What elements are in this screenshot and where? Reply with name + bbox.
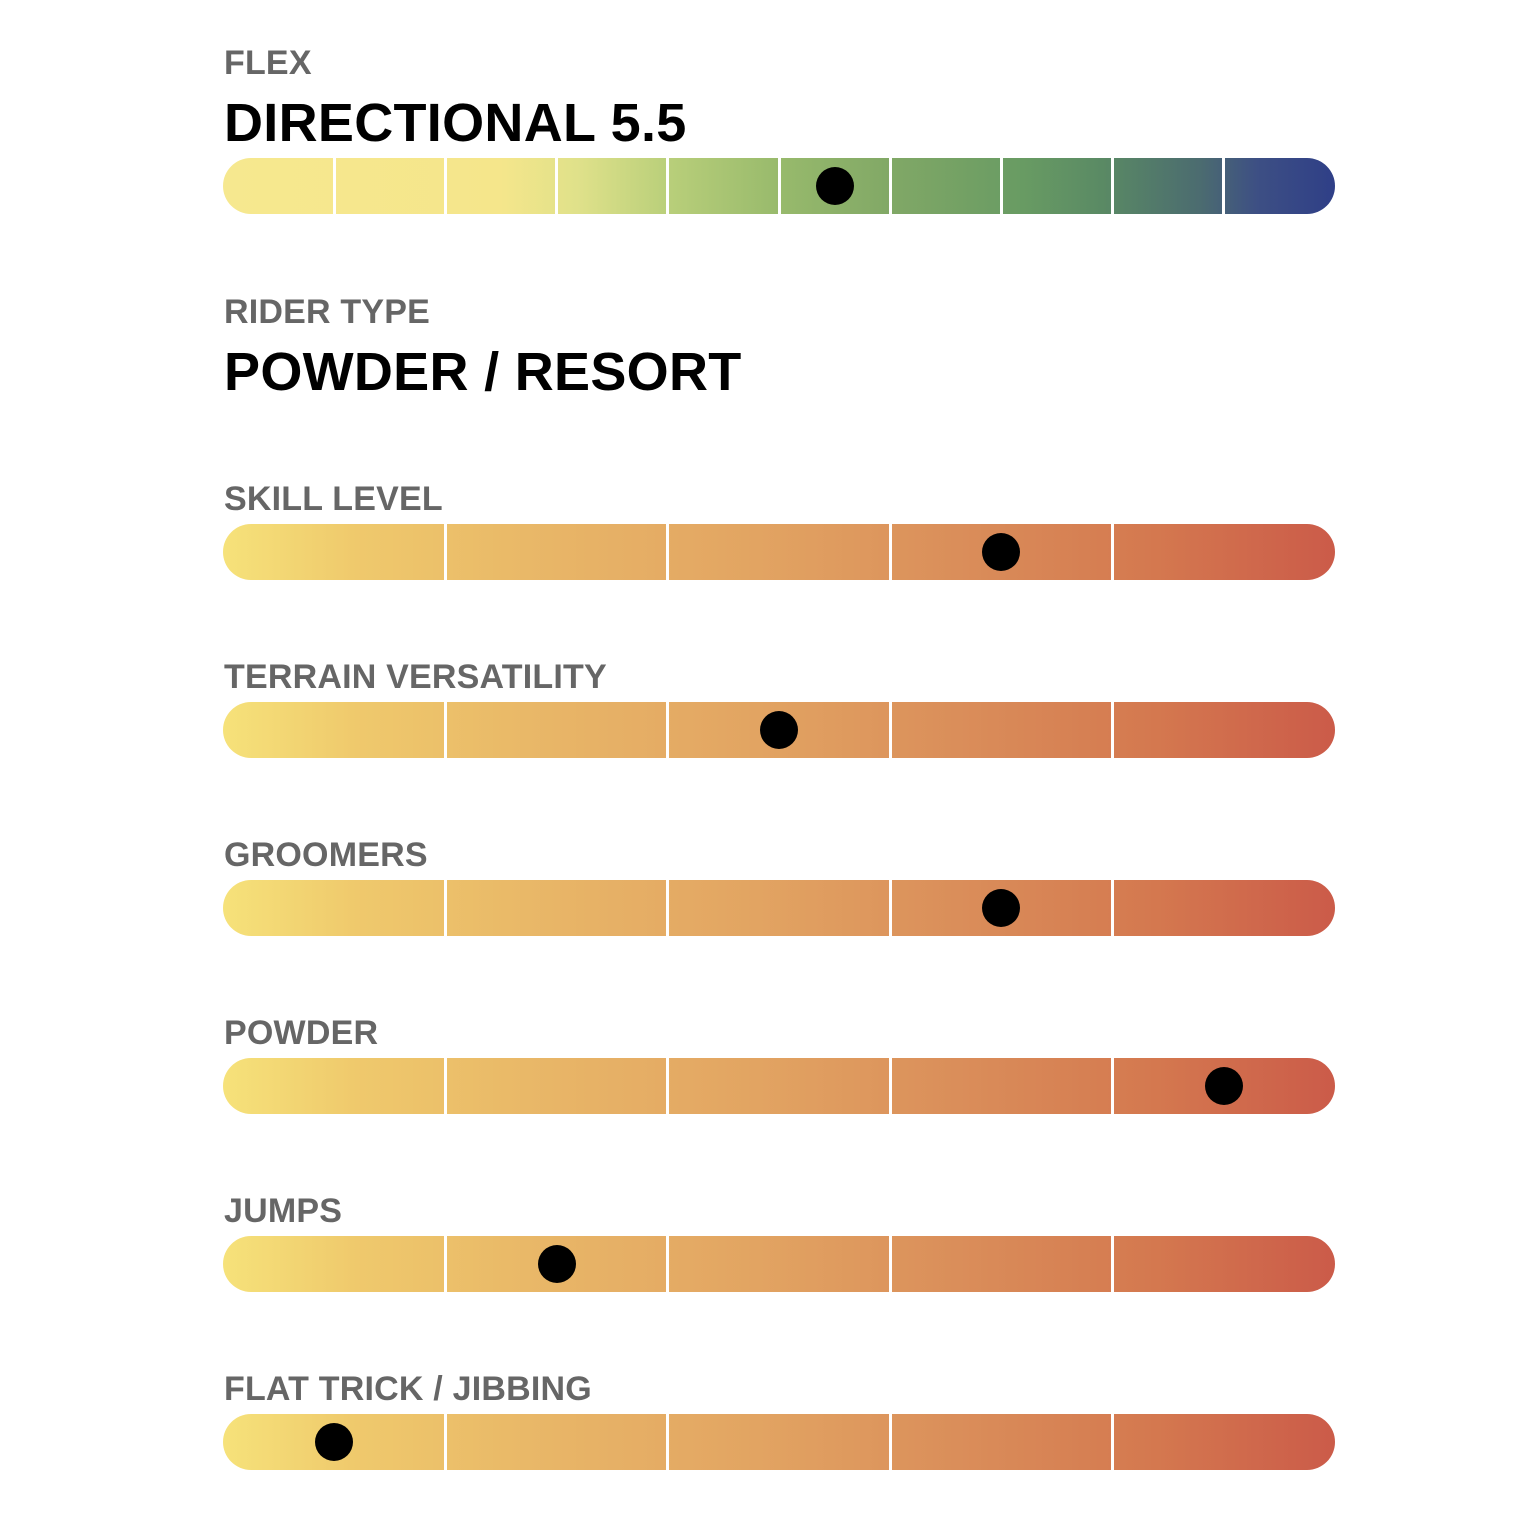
segment-divider (666, 1414, 670, 1470)
skill-level-label: SKILL LEVEL (224, 480, 443, 518)
powder-label: POWDER (224, 1014, 379, 1052)
segment-divider (999, 158, 1003, 214)
segment-divider (1111, 524, 1115, 580)
segment-divider (1111, 1414, 1115, 1470)
segment-divider (666, 880, 670, 936)
segment-divider (1111, 158, 1115, 214)
segment-divider (332, 158, 336, 214)
segment-divider (443, 158, 447, 214)
segment-divider (443, 1236, 447, 1292)
segment-divider (888, 1414, 892, 1470)
skill-level-rating-bar (223, 524, 1335, 580)
flex-label: FLEX (224, 44, 312, 82)
segment-divider (443, 702, 447, 758)
jumps-label: JUMPS (224, 1192, 343, 1230)
segment-divider (1111, 702, 1115, 758)
groomers-rating-bar (223, 880, 1335, 936)
powder-rating-bar (223, 1058, 1335, 1114)
segment-divider (1111, 1058, 1115, 1114)
rating-marker (1204, 1067, 1243, 1105)
segment-divider (888, 1236, 892, 1292)
segment-divider (1222, 158, 1226, 214)
segment-divider (443, 524, 447, 580)
rating-marker (815, 167, 854, 205)
rider-type-value: POWDER / RESORT (224, 342, 742, 402)
segment-divider (666, 1058, 670, 1114)
terrain-versatility-label: TERRAIN VERSATILITY (224, 658, 607, 696)
segment-divider (666, 1236, 670, 1292)
segment-divider (666, 524, 670, 580)
flat-trick-jibbing-label: FLAT TRICK / JIBBING (224, 1370, 592, 1408)
flex-rating-bar (223, 158, 1335, 214)
segment-divider (888, 158, 892, 214)
segment-divider (777, 158, 781, 214)
segment-divider (888, 880, 892, 936)
segment-divider (666, 158, 670, 214)
segment-divider (888, 1058, 892, 1114)
segment-divider (443, 880, 447, 936)
flex-value: DIRECTIONAL 5.5 (224, 93, 687, 153)
jumps-rating-bar (223, 1236, 1335, 1292)
segment-divider (666, 702, 670, 758)
segment-divider (1111, 880, 1115, 936)
terrain-versatility-rating-bar (223, 702, 1335, 758)
segment-divider (443, 1414, 447, 1470)
flat-trick-jibbing-rating-bar (223, 1414, 1335, 1470)
segment-divider (888, 702, 892, 758)
groomers-label: GROOMERS (224, 836, 428, 874)
segment-divider (888, 524, 892, 580)
rating-marker (760, 711, 798, 749)
segment-divider (1111, 1236, 1115, 1292)
rating-marker (315, 1423, 354, 1461)
rating-marker (982, 533, 1021, 571)
rating-marker (537, 1245, 576, 1283)
segment-divider (443, 1058, 447, 1114)
segment-divider (555, 158, 559, 214)
rating-marker (982, 889, 1021, 927)
rider-type-label: RIDER TYPE (224, 293, 431, 331)
